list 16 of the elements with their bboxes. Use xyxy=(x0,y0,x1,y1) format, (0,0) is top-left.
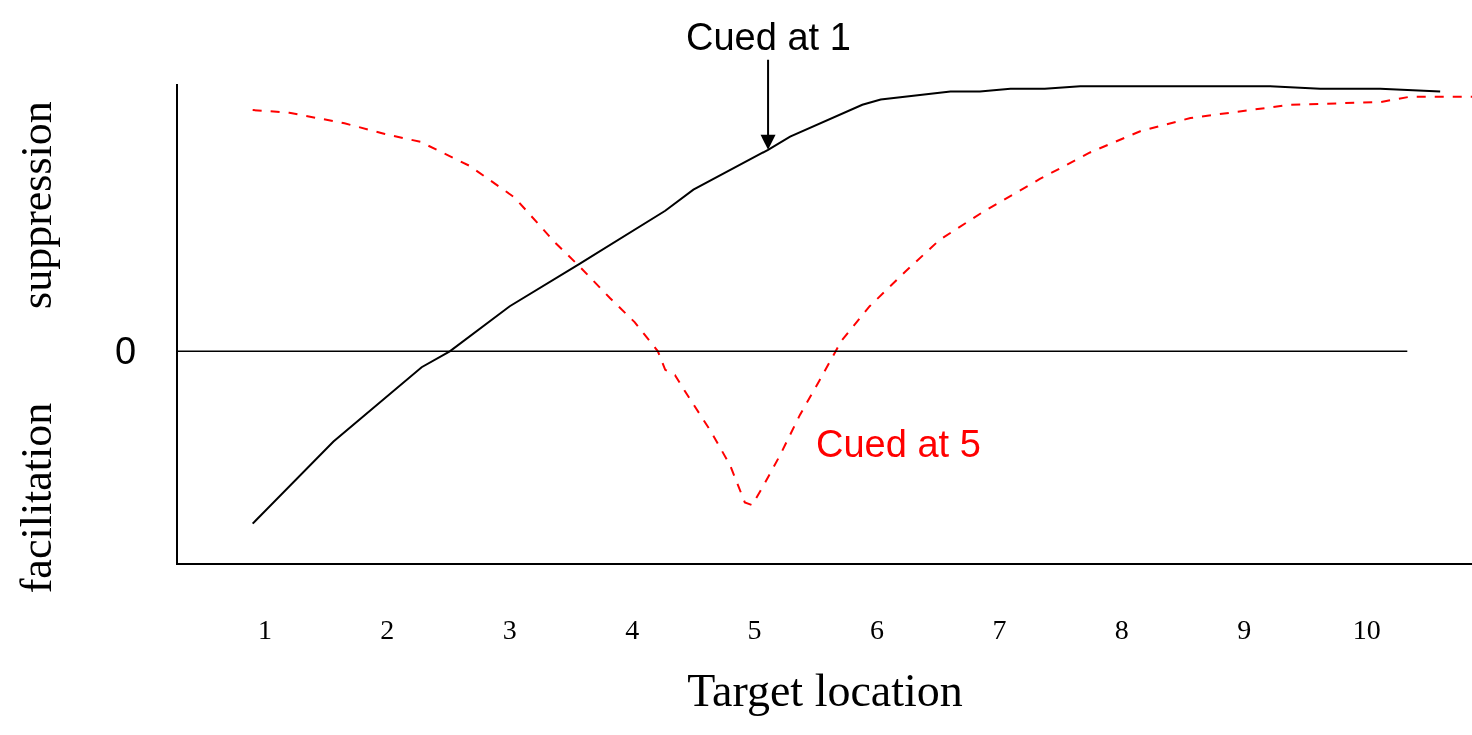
annotation: Cued at 5 xyxy=(816,423,981,465)
x-tick-label: 3 xyxy=(502,613,517,645)
x-tick-label: 4 xyxy=(625,613,640,645)
x-axis-title: Target location xyxy=(687,664,963,716)
x-tick-label: 2 xyxy=(380,613,395,645)
annotation: Cued at 1 xyxy=(686,16,851,58)
text: suppression xyxy=(12,101,62,309)
x-tick-label: 6 xyxy=(870,613,885,645)
ref-line-label: 0 xyxy=(115,330,137,372)
x-tick-label: 9 xyxy=(1237,613,1252,645)
x-tick-label: 8 xyxy=(1114,613,1129,645)
x-tick-label: 7 xyxy=(992,613,1007,645)
x-tick-label: 1 xyxy=(257,613,272,645)
x-tick-label: 5 xyxy=(747,613,762,645)
text: facilitation xyxy=(11,402,61,594)
x-tick-label: 10 xyxy=(1352,613,1381,645)
